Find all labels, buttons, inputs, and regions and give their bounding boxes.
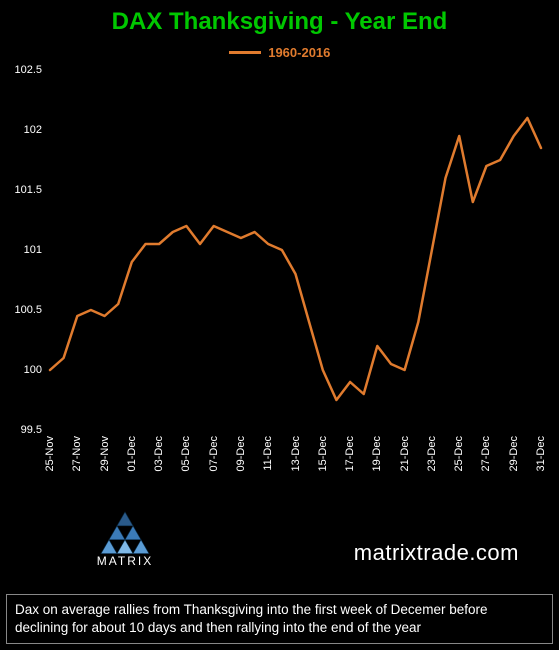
x-tick-label: 07-Dec (208, 436, 220, 471)
x-tick-label: 03-Dec (153, 436, 165, 471)
chart-title: DAX Thanksgiving - Year End (0, 8, 559, 36)
x-tick-label: 19-Dec (371, 436, 383, 471)
matrix-logo-icon (90, 510, 160, 554)
x-tick-label: 09-Dec (235, 436, 247, 471)
chart-area: 99.5 100 100.5 101 101.5 102 102.5 25-Nov 27-Nov… (8, 60, 551, 490)
x-tick-label: 27-Nov (71, 436, 83, 471)
x-tick-label: 05-Dec (180, 436, 192, 471)
x-tick-label: 15-Dec (317, 436, 329, 471)
x-tick-label: 29-Nov (99, 436, 111, 471)
brand-url: matrixtrade.com (354, 540, 519, 566)
legend: 1960-2016 (0, 44, 559, 60)
caption-text: Dax on average rallies from Thanksgiving… (6, 594, 553, 644)
chart-card: DAX Thanksgiving - Year End 1960-2016 99… (0, 0, 559, 650)
line-chart-svg (8, 60, 551, 490)
brand-logo: MATRIX (90, 510, 160, 568)
y-tick-label: 100 (8, 364, 42, 376)
y-tick-label: 99.5 (8, 424, 42, 436)
y-tick-label: 101 (8, 244, 42, 256)
x-tick-label: 17-Dec (344, 436, 356, 471)
x-tick-label: 27-Dec (480, 436, 492, 471)
y-tick-label: 101.5 (8, 184, 42, 196)
x-tick-label: 31-Dec (535, 436, 547, 471)
x-tick-label: 01-Dec (126, 436, 138, 471)
y-tick-label: 102.5 (8, 64, 42, 76)
y-tick-label: 100.5 (8, 304, 42, 316)
x-tick-label: 21-Dec (399, 436, 411, 471)
y-tick-label: 102 (8, 124, 42, 136)
x-tick-label: 25-Dec (453, 436, 465, 471)
x-tick-label: 11-Dec (262, 436, 274, 471)
legend-swatch (229, 51, 261, 54)
x-tick-label: 23-Dec (426, 436, 438, 471)
x-tick-label: 25-Nov (44, 436, 56, 471)
legend-label: 1960-2016 (268, 45, 330, 60)
brand-logo-label: MATRIX (90, 554, 160, 568)
x-tick-label: 29-Dec (508, 436, 520, 471)
x-tick-label: 13-Dec (290, 436, 302, 471)
